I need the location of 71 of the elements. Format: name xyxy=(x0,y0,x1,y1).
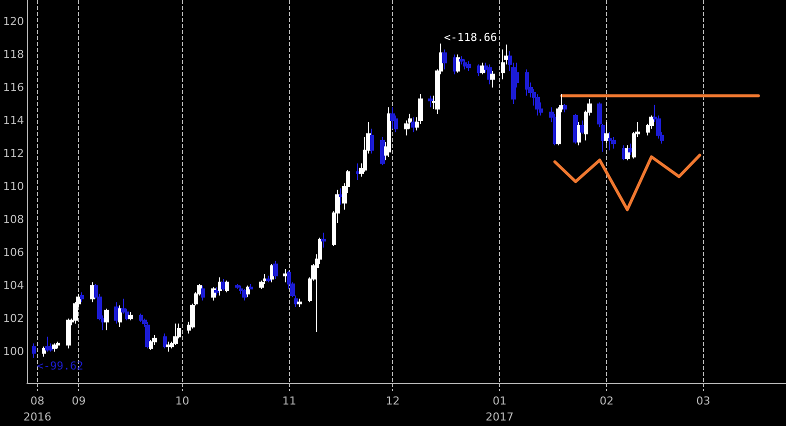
candlestick xyxy=(297,298,302,308)
candlestick xyxy=(266,275,271,283)
candlestick xyxy=(218,276,222,296)
candlestick xyxy=(480,62,485,75)
candlestick xyxy=(628,143,633,156)
x-tick-label: 10 xyxy=(175,394,190,408)
candlestick xyxy=(214,286,219,296)
y-tick-label: 116 xyxy=(2,80,24,94)
y-tick-label: 110 xyxy=(2,180,24,194)
x-tick-label: 09 xyxy=(72,394,86,408)
y-tick-label: 120 xyxy=(2,14,24,28)
x-tick-label: 01 2017 xyxy=(486,394,514,424)
candlestick xyxy=(66,318,71,349)
x-tick-label: 12 xyxy=(386,394,400,408)
candlestick xyxy=(390,106,395,130)
candlestick xyxy=(387,106,391,158)
candlestick xyxy=(380,136,385,166)
candlestick xyxy=(166,341,171,352)
candlestick xyxy=(604,122,609,144)
candlestick xyxy=(42,346,46,358)
candlestick xyxy=(463,58,467,70)
annotation: <-99.62 xyxy=(36,359,84,372)
y-tick-label: 114 xyxy=(2,114,24,128)
y-tick-label: 104 xyxy=(2,279,24,292)
candlestick xyxy=(490,70,495,88)
candlestick xyxy=(45,336,50,352)
annotation: <-118.66 xyxy=(444,31,497,44)
candlestick xyxy=(442,49,447,70)
candlestick xyxy=(273,260,278,280)
candlestick xyxy=(128,312,133,321)
candlestick xyxy=(114,302,119,324)
x-tick-label: 11 xyxy=(282,394,296,408)
candlestick xyxy=(428,95,433,108)
candlestick xyxy=(104,308,109,331)
x-tick-label: 02 xyxy=(600,394,614,408)
candlestick xyxy=(152,334,157,346)
candlestick xyxy=(339,188,343,206)
candlestick xyxy=(145,321,150,349)
candlestick xyxy=(211,286,216,301)
candlestick xyxy=(249,283,253,290)
y-tick-label: 108 xyxy=(2,213,24,226)
candlestick xyxy=(456,54,460,74)
candlestick xyxy=(201,285,205,301)
candlestick xyxy=(466,60,471,72)
y-tick-label: 106 xyxy=(2,246,24,260)
y-tick-label: 118 xyxy=(2,48,24,61)
y-tick-label: 112 xyxy=(2,147,24,160)
candlestick xyxy=(563,104,567,113)
candlestick xyxy=(32,342,36,358)
y-tick-label: 100 xyxy=(2,345,24,358)
candlestick xyxy=(525,68,529,96)
candlestick xyxy=(370,128,374,154)
candlestick xyxy=(56,341,60,349)
candlestick xyxy=(356,162,360,180)
y-tick-label: 102 xyxy=(2,312,24,326)
candlestick xyxy=(163,332,167,349)
candlestick xyxy=(52,342,57,352)
candlestick xyxy=(411,116,416,133)
x-tick-label: 03 xyxy=(696,394,710,408)
candlestick xyxy=(118,304,122,328)
candlestick xyxy=(80,292,84,303)
x-tick-label: 08 2016 xyxy=(23,394,52,424)
candlestick xyxy=(577,122,581,146)
candlestick xyxy=(321,232,326,248)
line-series xyxy=(553,154,702,212)
candlestick xyxy=(246,285,250,298)
candlestick xyxy=(608,132,612,151)
candlestick xyxy=(173,323,178,346)
candlestick xyxy=(225,280,229,293)
candlestick xyxy=(242,288,247,301)
candlestick xyxy=(283,268,288,283)
